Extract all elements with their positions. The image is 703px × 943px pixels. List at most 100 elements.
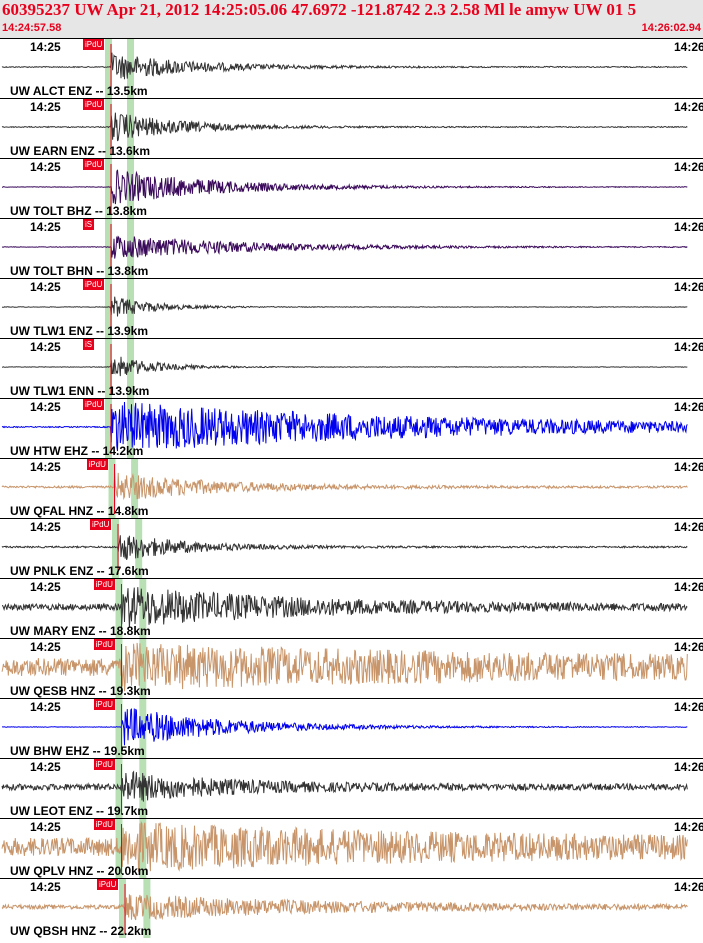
header-bar: 60395237 UW Apr 21, 2012 14:25:05.06 47.… [0, 0, 703, 38]
waveform [1, 770, 688, 802]
pick-label[interactable]: iPdU [90, 519, 112, 530]
station-label: UW ALCT ENZ -- 13.5km [10, 84, 148, 98]
time-tick-right: 14:26 [674, 160, 703, 174]
waveform [1, 112, 688, 142]
waveform [2, 169, 688, 205]
time-tick-right: 14:26 [674, 760, 703, 774]
trace-panel [0, 278, 703, 338]
waveform [2, 587, 688, 628]
seismogram-traces: 14:25 14:26 iPdU UW ALCT ENZ -- 13.5km 14:25… [0, 38, 703, 938]
time-tick-left: 14:25 [30, 100, 61, 114]
station-label: UW QPLV HNZ -- 20.0km [10, 864, 149, 878]
trace-panel [0, 158, 703, 218]
station-label: UW QESB HNZ -- 19.3km [10, 684, 151, 698]
station-label: UW TLW1 ENN -- 13.9km [10, 384, 150, 398]
p-pick-window [105, 99, 112, 158]
event-title: 60395237 UW Apr 21, 2012 14:25:05.06 47.… [2, 0, 637, 19]
p-pick-window [105, 159, 112, 218]
p-pick-window [105, 219, 112, 278]
trace-panel [0, 458, 703, 518]
time-tick-right: 14:26 [674, 400, 703, 414]
pick-label[interactable]: iPdU [83, 399, 105, 410]
time-tick-left: 14:25 [30, 40, 61, 54]
time-tick-left: 14:25 [30, 280, 61, 294]
time-tick-right: 14:26 [674, 460, 703, 474]
end-time-label: 14:26:02.94 [641, 22, 701, 34]
pick-label[interactable]: iPdU [93, 759, 115, 770]
pick-label[interactable]: iPdU [93, 639, 115, 650]
time-tick-left: 14:25 [30, 760, 61, 774]
station-label: UW TLW1 ENZ -- 13.9km [10, 324, 149, 338]
trace-panel [0, 398, 703, 458]
pick-label[interactable]: iPdU [86, 459, 108, 470]
time-tick-right: 14:26 [674, 100, 703, 114]
waveform [1, 401, 688, 452]
time-tick-left: 14:25 [30, 880, 61, 894]
trace-panel [0, 338, 703, 398]
time-tick-right: 14:26 [674, 880, 703, 894]
pick-label[interactable]: iPdU [93, 579, 115, 590]
time-tick-right: 14:26 [674, 640, 703, 654]
pick-label[interactable]: iPdU [93, 819, 115, 830]
p-pick-window [115, 579, 123, 638]
waveform [1, 235, 688, 259]
time-tick-left: 14:25 [30, 640, 61, 654]
time-tick-left: 14:25 [30, 220, 61, 234]
waveform [1, 296, 688, 317]
pick-label[interactable]: iPdU [83, 99, 105, 110]
pick-label[interactable]: iS [83, 219, 95, 230]
station-label: UW HTW EHZ -- 14.2km [10, 444, 144, 458]
waveform [1, 642, 688, 692]
pick-label[interactable]: iS [83, 339, 95, 350]
pick-label[interactable]: iPdU [93, 699, 115, 710]
pick-label[interactable]: iPdU [83, 39, 105, 50]
start-time-label: 14:24:57.58 [2, 22, 62, 34]
time-tick-left: 14:25 [30, 460, 61, 474]
time-tick-left: 14:25 [30, 820, 61, 834]
station-label: UW TOLT BHZ -- 13.8km [10, 204, 147, 218]
s-pick-window [139, 639, 147, 698]
trace-panel [0, 518, 703, 578]
waveform [1, 472, 688, 501]
station-label: UW TOLT BHN -- 13.8km [10, 264, 149, 278]
time-tick-left: 14:25 [30, 400, 61, 414]
trace-panel [0, 878, 703, 938]
time-tick-left: 14:25 [30, 580, 61, 594]
p-pick-window [105, 339, 112, 398]
time-tick-left: 14:25 [30, 340, 61, 354]
station-label: UW BHW EHZ -- 19.5km [10, 744, 145, 758]
station-label: UW LEOT ENZ -- 19.7km [10, 804, 149, 818]
time-tick-left: 14:25 [30, 700, 61, 714]
station-label: UW QFAL HNZ -- 14.8km [10, 504, 149, 518]
p-pick-window [119, 879, 126, 938]
time-tick-right: 14:26 [674, 580, 703, 594]
pick-label[interactable]: iPdU [83, 279, 105, 290]
trace-panel [0, 818, 703, 878]
p-pick-window [105, 39, 112, 98]
s-pick-window [143, 879, 151, 938]
station-label: UW PNLK ENZ -- 17.6km [10, 564, 149, 578]
waveform [1, 535, 688, 561]
waveform [2, 708, 688, 746]
trace-canvas [0, 38, 703, 938]
time-tick-left: 14:25 [30, 520, 61, 534]
s-pick-window [127, 99, 134, 158]
pick-label[interactable]: iPdU [97, 879, 119, 890]
waveform [1, 894, 688, 921]
trace-panel [0, 578, 703, 638]
p-pick-window [112, 519, 119, 578]
p-pick-window [105, 399, 112, 458]
time-tick-right: 14:26 [674, 700, 703, 714]
p-pick-window [115, 699, 123, 758]
p-pick-window [115, 639, 123, 698]
time-tick-right: 14:26 [674, 280, 703, 294]
waveform [1, 820, 688, 872]
p-pick-window [115, 819, 123, 878]
time-tick-right: 14:26 [674, 340, 703, 354]
p-pick-window [105, 279, 112, 338]
p-pick-window [108, 459, 116, 518]
trace-panel [0, 638, 703, 698]
trace-panel [0, 98, 703, 158]
pick-label[interactable]: iPdU [83, 159, 105, 170]
station-label: UW QBSH HNZ -- 22.2km [10, 924, 152, 938]
